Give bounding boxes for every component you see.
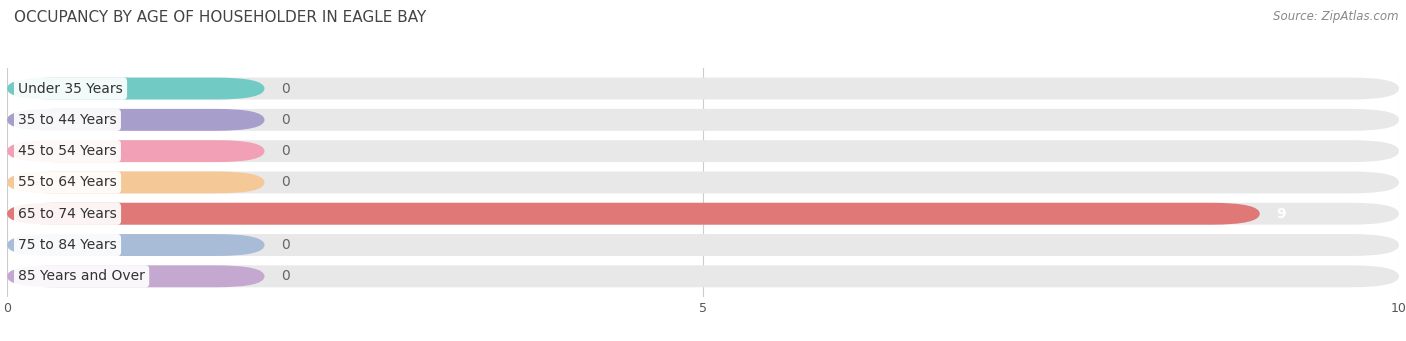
FancyBboxPatch shape (7, 140, 264, 162)
Text: 55 to 64 Years: 55 to 64 Years (18, 175, 117, 190)
FancyBboxPatch shape (7, 172, 1399, 193)
Text: 0: 0 (281, 113, 290, 127)
Text: 75 to 84 Years: 75 to 84 Years (18, 238, 117, 252)
FancyBboxPatch shape (7, 234, 264, 256)
Text: Under 35 Years: Under 35 Years (18, 81, 122, 95)
Text: 65 to 74 Years: 65 to 74 Years (18, 207, 117, 221)
Text: 0: 0 (281, 175, 290, 190)
FancyBboxPatch shape (7, 234, 1399, 256)
Text: 0: 0 (281, 144, 290, 158)
FancyBboxPatch shape (7, 109, 1399, 131)
Text: Source: ZipAtlas.com: Source: ZipAtlas.com (1274, 10, 1399, 23)
FancyBboxPatch shape (7, 140, 1399, 162)
FancyBboxPatch shape (7, 172, 264, 193)
Text: 0: 0 (281, 269, 290, 283)
FancyBboxPatch shape (7, 203, 1260, 225)
Text: OCCUPANCY BY AGE OF HOUSEHOLDER IN EAGLE BAY: OCCUPANCY BY AGE OF HOUSEHOLDER IN EAGLE… (14, 10, 426, 25)
Text: 0: 0 (281, 238, 290, 252)
Text: 0: 0 (281, 81, 290, 95)
Text: 45 to 54 Years: 45 to 54 Years (18, 144, 117, 158)
Text: 9: 9 (1277, 207, 1286, 221)
Text: 85 Years and Over: 85 Years and Over (18, 269, 145, 283)
FancyBboxPatch shape (7, 78, 1399, 100)
FancyBboxPatch shape (7, 265, 264, 287)
FancyBboxPatch shape (7, 203, 1399, 225)
FancyBboxPatch shape (7, 265, 1399, 287)
FancyBboxPatch shape (7, 78, 264, 100)
FancyBboxPatch shape (7, 109, 264, 131)
Text: 35 to 44 Years: 35 to 44 Years (18, 113, 117, 127)
